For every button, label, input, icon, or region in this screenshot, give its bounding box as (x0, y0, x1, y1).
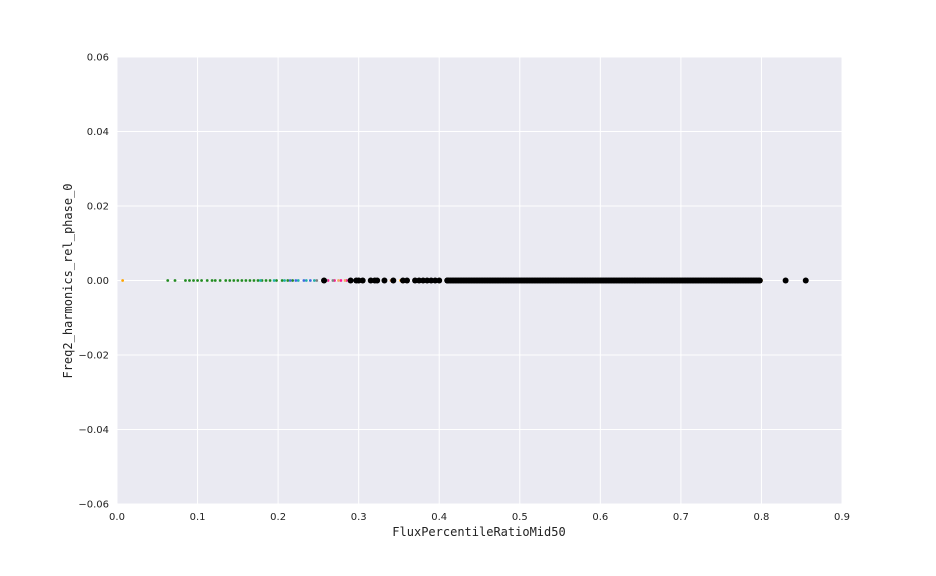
data-point (280, 279, 284, 282)
data-point (224, 279, 228, 282)
data-point (404, 277, 410, 284)
data-point (205, 279, 209, 282)
data-point (256, 279, 260, 282)
data-point (283, 279, 286, 282)
data-point (236, 279, 240, 282)
data-point (802, 277, 809, 284)
data-point (264, 279, 268, 282)
x-axis-label: FluxPercentileRatioMid50 (392, 525, 565, 539)
y-axis-label: Freq2_harmonics_rel_phase_0 (61, 183, 75, 378)
x-tick-label: 0.0 (109, 512, 125, 523)
data-point (268, 279, 272, 282)
data-points (121, 277, 809, 284)
data-point (275, 279, 278, 282)
x-tick-label: 0.1 (190, 512, 206, 523)
data-point (321, 277, 328, 284)
data-point (213, 279, 217, 282)
data-point (308, 279, 312, 282)
data-point (291, 279, 295, 282)
data-point (359, 277, 366, 284)
data-point (436, 277, 443, 284)
data-point (258, 279, 262, 282)
data-point (315, 279, 319, 282)
x-tick-label: 0.9 (834, 512, 850, 523)
x-tick-label: 0.8 (753, 512, 769, 523)
data-point (302, 279, 306, 282)
data-point (192, 279, 195, 282)
data-point (228, 279, 232, 282)
data-point (343, 279, 347, 282)
data-point (312, 279, 316, 282)
data-point (200, 279, 203, 282)
data-point (347, 277, 354, 284)
data-point (184, 279, 187, 282)
y-tick-labels: 0.06 0.04 0.02 0.00 −0.02 −0.04 −0.06 (78, 53, 109, 511)
x-tick-label: 0.4 (431, 512, 447, 523)
data-point (374, 277, 381, 284)
y-tick-label: −0.06 (78, 500, 109, 511)
data-point (272, 279, 276, 282)
x-tick-label: 0.7 (673, 512, 689, 523)
data-point (121, 279, 125, 282)
data-point (331, 279, 335, 282)
data-point (196, 279, 199, 282)
data-point (288, 279, 292, 282)
y-tick-label: −0.02 (78, 351, 109, 362)
data-point (252, 279, 256, 282)
x-tick-label: 0.2 (270, 512, 286, 523)
y-tick-label: 0.02 (87, 202, 109, 213)
x-tick-label: 0.3 (351, 512, 367, 523)
x-tick-label: 0.6 (592, 512, 608, 523)
data-point (248, 279, 252, 282)
data-point (381, 277, 388, 284)
data-point (294, 279, 298, 282)
data-point (756, 277, 763, 284)
y-tick-label: 0.00 (87, 276, 109, 287)
data-point (173, 279, 177, 282)
data-point (286, 279, 290, 282)
data-point (166, 279, 170, 282)
data-point (337, 279, 340, 282)
data-point (188, 279, 191, 282)
x-tick-labels: 0.0 0.1 0.2 0.3 0.4 0.5 0.6 0.7 0.8 0.9 (109, 512, 850, 523)
data-point (218, 279, 222, 282)
y-tick-label: −0.04 (78, 425, 109, 436)
data-point (304, 279, 308, 282)
data-point (244, 279, 248, 282)
y-tick-label: 0.06 (87, 53, 109, 64)
data-point (339, 279, 343, 282)
data-point (240, 279, 244, 282)
data-point (296, 279, 300, 282)
data-point (390, 277, 397, 284)
data-point (232, 279, 236, 282)
x-tick-label: 0.5 (512, 512, 528, 523)
data-point (210, 279, 214, 282)
data-point (782, 277, 789, 284)
y-tick-label: 0.04 (87, 127, 109, 138)
data-point (444, 277, 451, 284)
